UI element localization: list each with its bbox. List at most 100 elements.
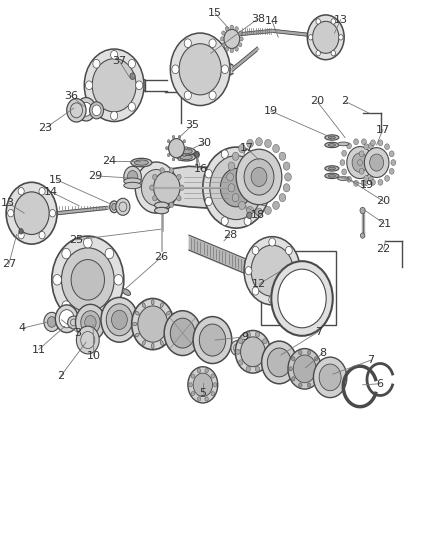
Circle shape [7,209,14,217]
Circle shape [69,257,74,263]
Circle shape [111,310,127,329]
Circle shape [265,349,269,354]
Circle shape [369,154,383,171]
Circle shape [106,287,111,294]
Text: 38: 38 [251,14,265,23]
Circle shape [285,246,292,255]
Circle shape [76,326,99,354]
Circle shape [62,248,71,259]
Circle shape [205,169,212,178]
Circle shape [228,184,234,192]
Circle shape [298,351,301,355]
Circle shape [238,144,245,152]
Text: 6: 6 [376,379,383,389]
Text: 14: 14 [265,17,279,26]
Ellipse shape [151,300,154,305]
Circle shape [390,160,395,165]
Circle shape [110,111,117,120]
Text: 37: 37 [112,56,126,66]
Circle shape [172,135,174,139]
Circle shape [307,15,343,60]
Circle shape [153,172,180,204]
Text: 18: 18 [251,211,265,220]
Circle shape [169,168,173,173]
Circle shape [284,173,291,181]
Circle shape [114,274,123,285]
Circle shape [346,143,351,149]
Circle shape [138,306,167,342]
Ellipse shape [328,175,335,177]
Text: 15: 15 [49,175,63,184]
Circle shape [94,302,99,309]
Circle shape [318,364,340,391]
Text: 13: 13 [333,15,347,25]
Circle shape [364,148,388,177]
Ellipse shape [166,311,170,315]
Circle shape [315,51,320,56]
Ellipse shape [337,177,348,180]
Circle shape [255,332,259,337]
Text: 22: 22 [376,245,390,254]
Ellipse shape [135,311,139,315]
Circle shape [39,188,45,195]
Circle shape [292,266,298,275]
Circle shape [384,175,389,181]
Circle shape [75,304,105,341]
Text: 4: 4 [18,324,25,333]
Circle shape [83,312,92,322]
Circle shape [141,169,171,206]
Circle shape [128,102,135,111]
Circle shape [44,312,60,332]
Text: 3: 3 [74,328,81,338]
Circle shape [245,366,250,372]
Circle shape [232,152,238,160]
Circle shape [167,140,170,143]
Ellipse shape [154,207,168,214]
Circle shape [92,59,100,68]
Circle shape [135,162,177,213]
Circle shape [288,367,292,371]
Ellipse shape [110,201,118,213]
Circle shape [165,147,168,150]
Text: 24: 24 [102,156,116,166]
Ellipse shape [111,204,117,211]
Text: 9: 9 [241,332,248,342]
Circle shape [152,196,156,201]
Circle shape [149,185,154,190]
Circle shape [377,140,382,146]
Circle shape [131,298,173,350]
Ellipse shape [151,343,154,349]
Circle shape [191,374,194,378]
Ellipse shape [324,142,338,148]
Text: 28: 28 [223,230,237,239]
Circle shape [244,150,251,158]
Text: 36: 36 [64,91,78,101]
Circle shape [235,330,270,373]
Circle shape [330,19,335,24]
Circle shape [110,51,117,59]
Text: 2: 2 [57,372,64,381]
Ellipse shape [142,303,145,308]
Circle shape [238,43,241,47]
Ellipse shape [328,136,335,139]
Circle shape [14,192,49,235]
Circle shape [234,27,238,31]
Circle shape [62,277,67,283]
Ellipse shape [160,303,163,308]
Circle shape [346,176,351,182]
Text: 2: 2 [341,96,348,106]
Circle shape [341,169,346,175]
Circle shape [293,355,315,383]
Circle shape [170,318,194,348]
Circle shape [291,377,294,381]
Circle shape [177,174,181,180]
Ellipse shape [154,202,168,208]
Circle shape [226,173,233,181]
Circle shape [255,208,262,216]
Circle shape [389,168,393,174]
Circle shape [76,251,81,257]
Circle shape [52,236,124,324]
Circle shape [238,201,245,209]
Circle shape [85,81,92,90]
Circle shape [239,37,243,41]
